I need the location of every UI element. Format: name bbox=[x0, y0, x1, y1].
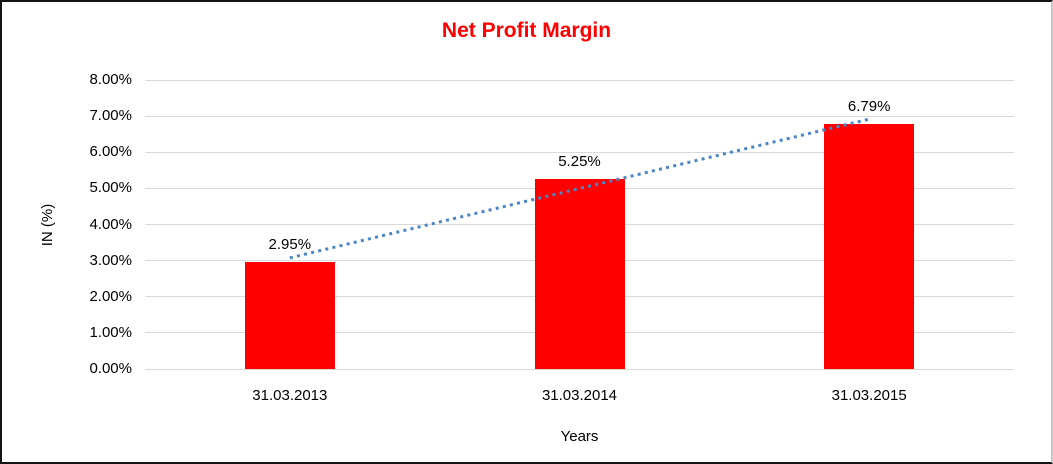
y-tick-label: 0.00% bbox=[89, 360, 132, 377]
bar bbox=[244, 262, 335, 369]
trendline bbox=[289, 117, 870, 260]
gridline bbox=[145, 79, 1014, 81]
y-tick-label: 2.00% bbox=[89, 287, 132, 305]
x-axis-title: Years bbox=[560, 428, 599, 445]
x-tick-label: 31.03.2014 bbox=[541, 387, 618, 404]
gridline bbox=[145, 115, 1014, 117]
y-tick-label: 4.00% bbox=[89, 215, 132, 233]
bar-value-label: 6.79% bbox=[847, 97, 891, 115]
y-tick-label: 3.00% bbox=[89, 251, 132, 269]
y-tick-label: 8.00% bbox=[89, 71, 132, 88]
x-tick-label: 31.03.2015 bbox=[831, 387, 907, 404]
y-tick-label: 5.00% bbox=[89, 179, 132, 197]
y-tick-label: 7.00% bbox=[89, 107, 132, 125]
plot-area: 2.95% 5.25% 6.79% bbox=[145, 79, 1014, 370]
bar bbox=[824, 123, 915, 369]
chart-title: Net Profit Margin bbox=[441, 19, 612, 42]
y-tick-label: 6.00% bbox=[89, 143, 132, 161]
bar-value-label: 5.25% bbox=[558, 153, 601, 171]
y-tick-label: 1.00% bbox=[89, 323, 132, 341]
gridline bbox=[145, 368, 1014, 370]
x-tick-label: 31.03.2013 bbox=[252, 387, 328, 404]
gridline bbox=[145, 151, 1014, 153]
bar bbox=[534, 179, 625, 369]
bar-value-label: 2.95% bbox=[268, 236, 312, 254]
